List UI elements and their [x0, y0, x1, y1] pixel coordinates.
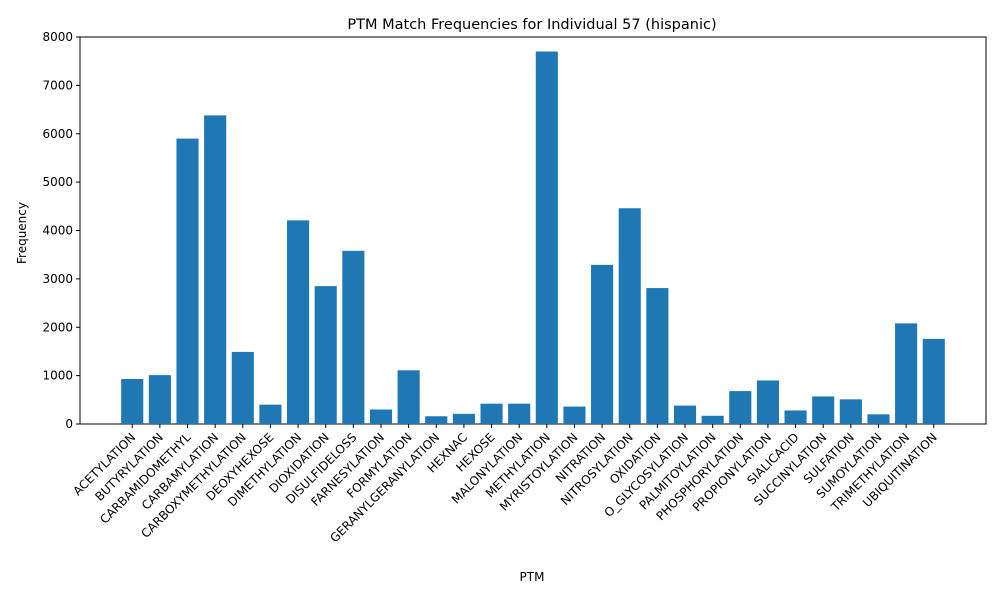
chart-title: PTM Match Frequencies for Individual 57 …: [347, 17, 716, 33]
bar-carbamidomethyl: [176, 138, 199, 424]
bar-sialicacid: [784, 410, 807, 424]
bar-acetylation: [121, 379, 144, 424]
bar-carbamylation: [204, 115, 227, 425]
bar-dimethylation: [287, 220, 310, 424]
bar-deoxyhexose: [259, 404, 282, 424]
x-axis: ACETYLATIONBUTYRYLATIONCARBAMIDOMETHYLCA…: [70, 424, 940, 545]
bar-trimethylation: [895, 323, 918, 424]
bar-myristoylation: [563, 406, 586, 424]
bars-group: [121, 51, 945, 425]
bar-o-glycosylation: [673, 405, 697, 424]
y-tick-label: 5000: [42, 175, 73, 189]
bar-nitrosylation: [618, 208, 641, 424]
y-tick-label: 7000: [42, 78, 73, 92]
bar-methylation: [535, 51, 558, 424]
bar-succinylation: [812, 396, 835, 424]
bar-hexose: [480, 403, 503, 424]
bar-butyrylation: [148, 375, 171, 424]
bar-sulfation: [839, 399, 862, 424]
bar-ubiquitination: [922, 338, 945, 424]
bar-disulfideloss: [342, 250, 365, 424]
y-tick-label: 3000: [42, 272, 73, 286]
bar-hexnac: [452, 413, 475, 424]
bar-carboxymethylation: [231, 351, 254, 424]
bar-dioxidation: [314, 286, 337, 424]
bar-palmitoylation: [701, 415, 724, 424]
bar-propionylation: [756, 380, 779, 424]
y-tick-label: 8000: [42, 30, 73, 44]
bar-geranylgeranylation: [425, 416, 448, 424]
bar-sumoylation: [867, 414, 890, 424]
bar-oxidation: [646, 288, 669, 424]
y-axis-label: Frequency: [15, 202, 29, 264]
bar-farnesylation: [369, 409, 393, 424]
x-axis-label: PTM: [520, 570, 545, 584]
y-tick-label: 6000: [42, 127, 73, 141]
bar-malonylation: [508, 403, 531, 424]
y-axis: 0 1000 2000 3000 4000 5000 6000 7000 8000: [42, 30, 80, 431]
y-tick-label: 2000: [42, 320, 73, 334]
y-tick-label: 1000: [42, 369, 73, 383]
bar-nitration: [591, 264, 614, 424]
y-tick-label: 0: [65, 417, 73, 431]
bar-phosphorylation: [729, 391, 752, 424]
bar-formylation: [397, 370, 420, 424]
y-tick-label: 4000: [42, 224, 73, 238]
